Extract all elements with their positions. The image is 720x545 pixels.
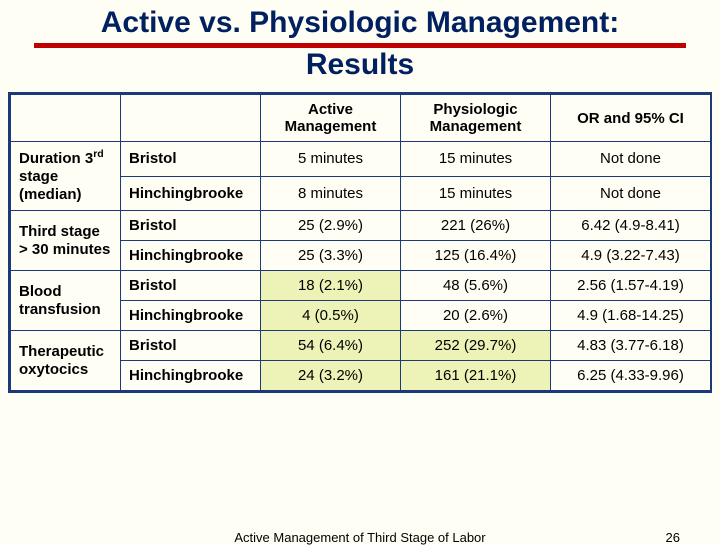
cell-or: 4.83 (3.77-6.18) [551, 331, 711, 361]
row-group-label: Third stage > 30 minutes [11, 211, 121, 271]
row-group-label: Duration 3rd stage (median) [11, 142, 121, 211]
table-row: Third stage > 30 minutesBristol25 (2.9%)… [11, 211, 711, 241]
cell-or: 6.25 (4.33-9.96) [551, 361, 711, 391]
col-physiologic: Physiologic Management [401, 95, 551, 142]
cell-physiologic: 161 (21.1%) [401, 361, 551, 391]
title-line1: Active vs. Physiologic Management: [101, 6, 619, 39]
cell-physiologic: 252 (29.7%) [401, 331, 551, 361]
cell-active: 54 (6.4%) [261, 331, 401, 361]
col-active: Active Management [261, 95, 401, 142]
table-row: Duration 3rd stage (median)Bristol5 minu… [11, 142, 711, 177]
cell-or: 2.56 (1.57-4.19) [551, 271, 711, 301]
col-blank2 [121, 95, 261, 142]
row-label-text: stage (median) [19, 168, 82, 203]
results-table: Active Management Physiologic Management… [10, 94, 711, 391]
cell-site: Bristol [121, 271, 261, 301]
cell-active: 18 (2.1%) [261, 271, 401, 301]
cell-physiologic: 15 minutes [401, 142, 551, 177]
cell-or: Not done [551, 176, 711, 211]
table-row: Therapeutic oxytocicsBristol54 (6.4%)252… [11, 331, 711, 361]
cell-physiologic: 125 (16.4%) [401, 241, 551, 271]
cell-or: Not done [551, 142, 711, 177]
cell-site: Hinchingbrooke [121, 361, 261, 391]
cell-site: Bristol [121, 211, 261, 241]
cell-physiologic: 15 minutes [401, 176, 551, 211]
cell-or: 4.9 (3.22-7.43) [551, 241, 711, 271]
row-group-label: Therapeutic oxytocics [11, 331, 121, 391]
cell-physiologic: 221 (26%) [401, 211, 551, 241]
slide-title: Active vs. Physiologic Management: Resul… [0, 0, 720, 84]
cell-physiologic: 20 (2.6%) [401, 301, 551, 331]
cell-active: 4 (0.5%) [261, 301, 401, 331]
cell-physiologic: 48 (5.6%) [401, 271, 551, 301]
cell-site: Bristol [121, 331, 261, 361]
cell-site: Hinchingbrooke [121, 176, 261, 211]
col-blank [11, 95, 121, 142]
cell-or: 6.42 (4.9-8.41) [551, 211, 711, 241]
row-label-text: Third stage > 30 minutes [19, 223, 110, 258]
table-header-row: Active Management Physiologic Management… [11, 95, 711, 142]
col-or: OR and 95% CI [551, 95, 711, 142]
cell-active: 24 (3.2%) [261, 361, 401, 391]
row-label-text: Duration 3 [19, 150, 93, 167]
cell-site: Hinchingbrooke [121, 241, 261, 271]
cell-or: 4.9 (1.68-14.25) [551, 301, 711, 331]
cell-active: 25 (3.3%) [261, 241, 401, 271]
row-label-sup: rd [93, 148, 104, 160]
cell-active: 8 minutes [261, 176, 401, 211]
cell-active: 25 (2.9%) [261, 211, 401, 241]
cell-site: Hinchingbrooke [121, 301, 261, 331]
cell-active: 5 minutes [261, 142, 401, 177]
row-group-label: Blood transfusion [11, 271, 121, 331]
title-line2: Results [34, 43, 686, 83]
row-label-text: Therapeutic oxytocics [19, 343, 104, 378]
row-label-text: Blood transfusion [19, 283, 101, 318]
table-row: Blood transfusionBristol18 (2.1%)48 (5.6… [11, 271, 711, 301]
results-table-container: Active Management Physiologic Management… [8, 92, 712, 393]
footer-text: Active Management of Third Stage of Labo… [0, 530, 720, 545]
page-number: 26 [666, 530, 680, 545]
cell-site: Bristol [121, 142, 261, 177]
